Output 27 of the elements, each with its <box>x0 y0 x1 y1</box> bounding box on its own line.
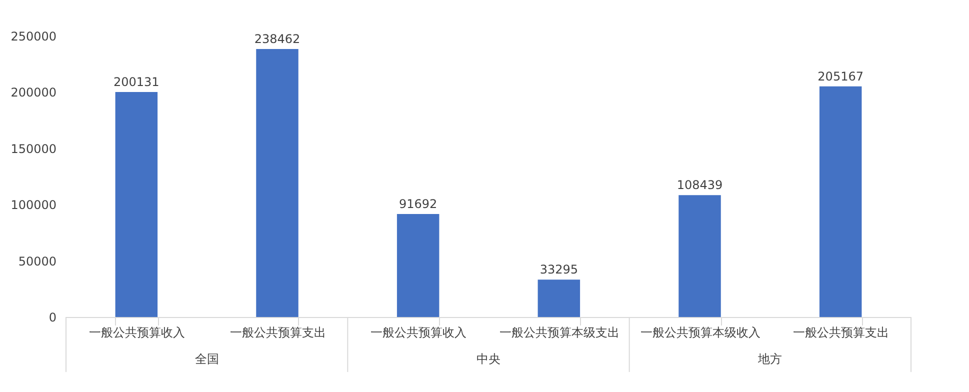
y-tick-label: 50000 <box>18 254 56 268</box>
bar <box>115 92 158 317</box>
data-label: 108439 <box>676 178 723 192</box>
bar <box>678 195 721 317</box>
bar <box>256 48 298 317</box>
x-tick-label: 一般公共预算支出 <box>793 326 890 340</box>
data-label: 33295 <box>540 262 578 277</box>
y-tick-label: 200000 <box>10 86 56 100</box>
y-tick-label: 150000 <box>10 142 56 156</box>
x-tick-label: 一般公共预算本级收入 <box>640 326 760 340</box>
y-tick-label: 250000 <box>10 30 56 44</box>
data-label: 200131 <box>114 75 160 90</box>
y-tick-label: 100000 <box>10 198 56 212</box>
text: 地方 <box>757 352 782 366</box>
data-label: 205167 <box>818 69 864 84</box>
bar <box>396 214 440 317</box>
text: 中央 <box>476 352 500 366</box>
x-tick-label: 一般公共预算本级支出 <box>499 326 620 340</box>
x-tick-label: 一般公共预算收入 <box>88 326 185 340</box>
x-tick-label: 一般公共预算支出 <box>230 326 326 340</box>
data-label: 91692 <box>398 196 438 211</box>
bar <box>538 280 580 317</box>
bar <box>819 86 862 317</box>
text: 全国 <box>194 352 219 366</box>
data-label: 238462 <box>254 32 300 46</box>
y-tick-label: 0 <box>48 310 56 324</box>
x-tick-label: 一般公共预算收入 <box>370 326 467 340</box>
